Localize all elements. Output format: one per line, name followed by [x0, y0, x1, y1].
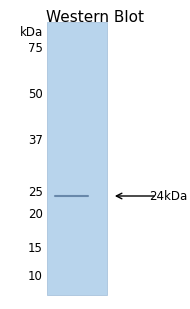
Bar: [47, 22, 107, 295]
Text: 20: 20: [28, 209, 43, 222]
Text: kDa: kDa: [20, 26, 43, 39]
Text: 75: 75: [28, 41, 43, 54]
Text: 15: 15: [28, 242, 43, 255]
Text: 24kDa: 24kDa: [149, 189, 187, 202]
Text: 37: 37: [28, 133, 43, 146]
Text: Western Blot: Western Blot: [46, 10, 144, 25]
Text: 50: 50: [28, 88, 43, 101]
Text: 25: 25: [28, 187, 43, 200]
Text: 10: 10: [28, 269, 43, 282]
